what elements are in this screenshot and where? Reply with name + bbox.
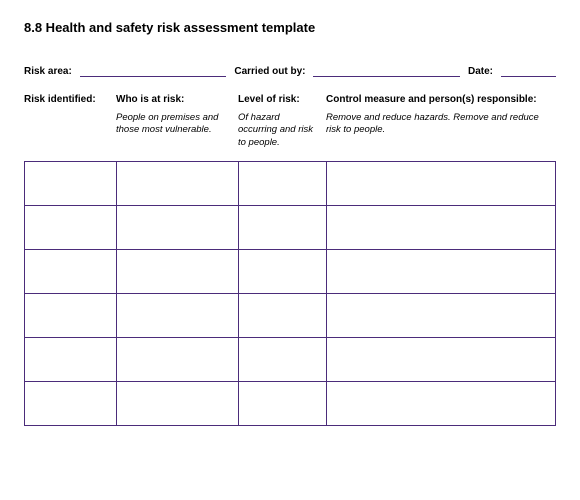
table-cell[interactable] — [327, 382, 556, 426]
table-row — [25, 382, 556, 426]
table-cell[interactable] — [117, 206, 239, 250]
table-row — [25, 206, 556, 250]
table-cell[interactable] — [239, 162, 327, 206]
page-title: 8.8 Health and safety risk assessment te… — [24, 20, 556, 35]
table-cell[interactable] — [327, 338, 556, 382]
table-row — [25, 338, 556, 382]
table-cell[interactable] — [327, 250, 556, 294]
table-cell[interactable] — [25, 382, 117, 426]
col-header-who-at-risk: Who is at risk: — [116, 93, 230, 106]
date-field[interactable] — [501, 63, 556, 77]
table-cell[interactable] — [25, 162, 117, 206]
risk-area-label: Risk area: — [24, 66, 72, 77]
table-cell[interactable] — [327, 206, 556, 250]
table-row — [25, 250, 556, 294]
table-cell[interactable] — [327, 294, 556, 338]
table-row — [25, 162, 556, 206]
table-cell[interactable] — [25, 250, 117, 294]
col-desc-control-measure: Remove and reduce hazards. Remove and re… — [326, 112, 548, 137]
table-cell[interactable] — [239, 206, 327, 250]
table-cell[interactable] — [25, 338, 117, 382]
date-label: Date: — [468, 66, 493, 77]
table-cell[interactable] — [239, 338, 327, 382]
table-cell[interactable] — [117, 250, 239, 294]
table-cell[interactable] — [239, 382, 327, 426]
table-cell[interactable] — [327, 162, 556, 206]
col-header-risk-identified: Risk identified: — [24, 93, 108, 106]
table-cell[interactable] — [25, 206, 117, 250]
table-cell[interactable] — [117, 382, 239, 426]
table-body — [25, 162, 556, 426]
meta-row: Risk area: Carried out by: Date: — [24, 63, 556, 77]
table-cell[interactable] — [239, 294, 327, 338]
col-header-control-measure: Control measure and person(s) responsibl… — [326, 93, 548, 106]
carried-out-field[interactable] — [313, 63, 460, 77]
risk-area-field[interactable] — [80, 63, 227, 77]
table-row — [25, 294, 556, 338]
table-cell[interactable] — [117, 294, 239, 338]
table-cell[interactable] — [117, 338, 239, 382]
col-desc-level-of-risk: Of hazard occurring and risk to people. — [238, 112, 318, 149]
table-cell[interactable] — [117, 162, 239, 206]
col-header-level-of-risk: Level of risk: — [238, 93, 318, 106]
table-cell[interactable] — [25, 294, 117, 338]
col-desc-who-at-risk: People on premises and those most vulner… — [116, 112, 230, 137]
carried-out-label: Carried out by: — [234, 66, 305, 77]
assessment-table — [24, 161, 556, 426]
table-cell[interactable] — [239, 250, 327, 294]
column-headers: Risk identified: Who is at risk: People … — [24, 93, 556, 149]
